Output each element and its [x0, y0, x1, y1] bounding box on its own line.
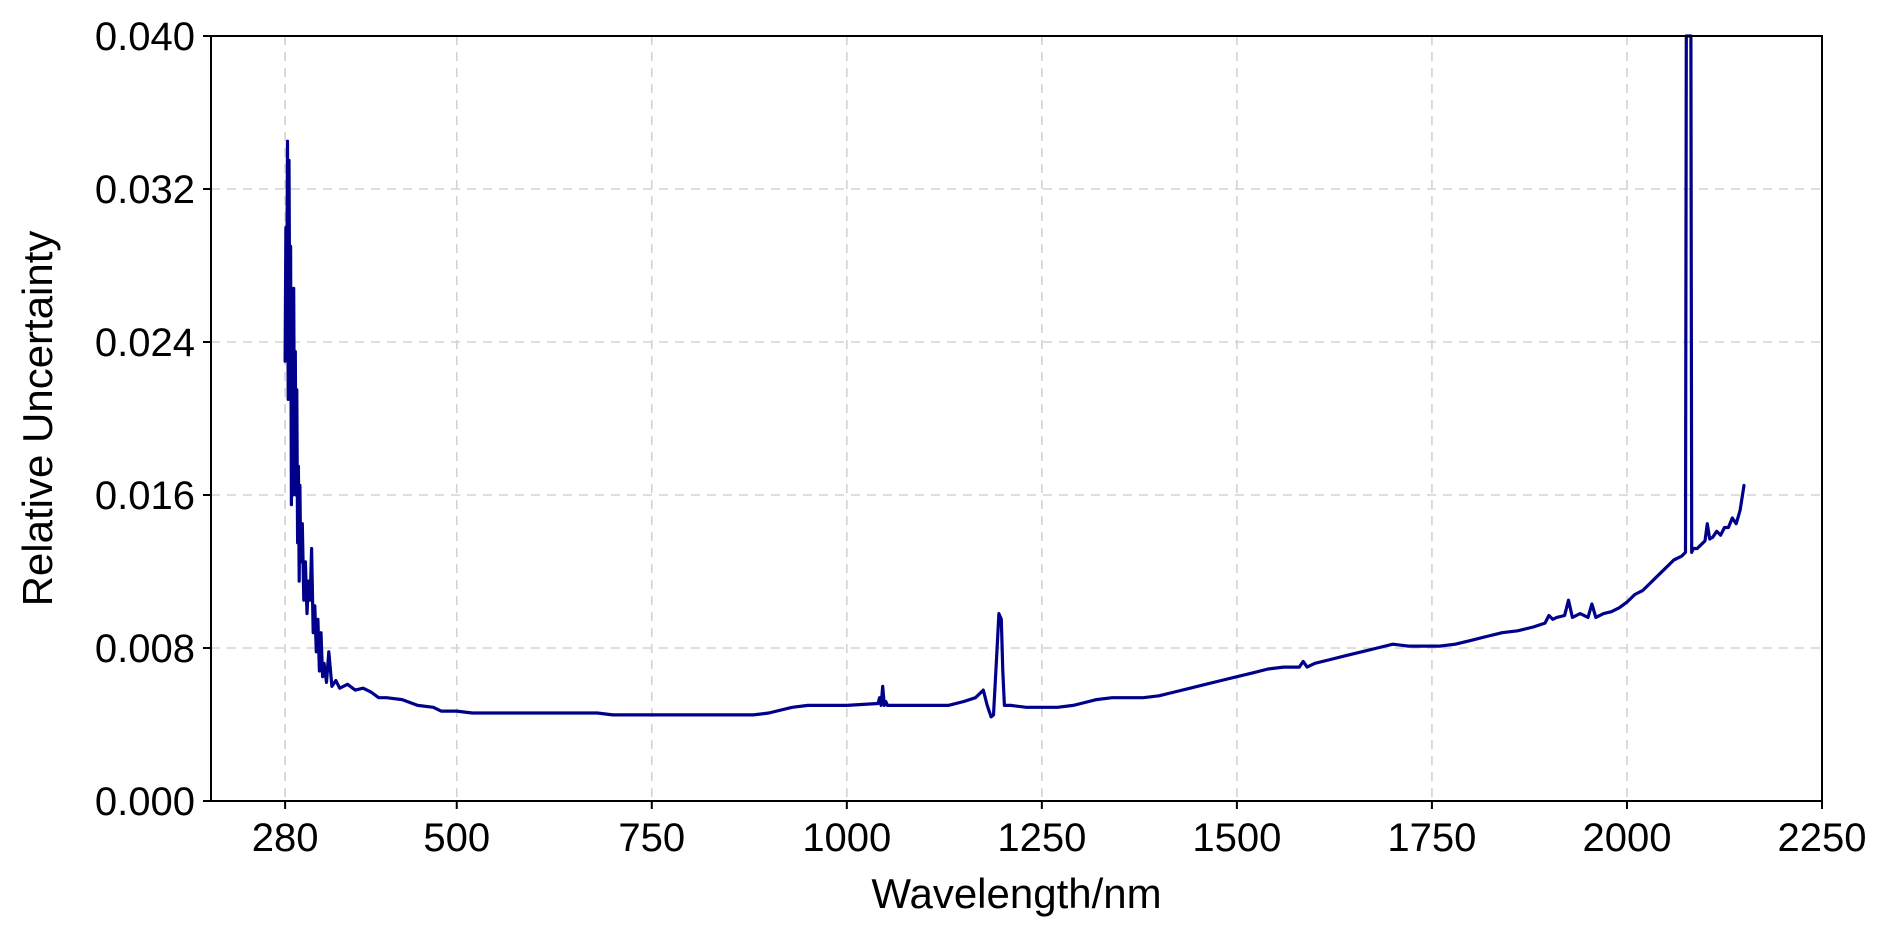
- y-tick-label: 0.040: [95, 15, 195, 59]
- x-tick-label: 500: [423, 816, 490, 860]
- y-tick-label: 0.032: [95, 168, 195, 212]
- x-tick-label: 1000: [802, 816, 891, 860]
- y-tick-label: 0.016: [95, 474, 195, 518]
- series-line: [283, 34, 1746, 719]
- x-tick-label: 280: [252, 816, 319, 860]
- x-axis-label: Wavelength/nm: [871, 870, 1161, 917]
- y-tick-label: 0.008: [95, 627, 195, 671]
- x-tick-label: 1500: [1192, 816, 1281, 860]
- tick-layer: 280 500 750 1000 1250 1500 1750 2000 2250 0.000 0.…: [95, 15, 1867, 860]
- series-layer: [283, 34, 1746, 719]
- x-tick-label: 2250: [1778, 816, 1867, 860]
- plot-frame: [210, 35, 1823, 802]
- grid-layer: [211, 36, 1822, 801]
- y-axis-label: Relative Uncertainty: [14, 231, 61, 607]
- x-tick-label: 1750: [1387, 816, 1476, 860]
- y-tick-label: 0.000: [95, 780, 195, 824]
- x-tick-label: 750: [618, 816, 685, 860]
- y-tick-label: 0.024: [95, 321, 195, 365]
- x-tick-label: 1250: [997, 816, 1086, 860]
- x-tick-label: 2000: [1582, 816, 1671, 860]
